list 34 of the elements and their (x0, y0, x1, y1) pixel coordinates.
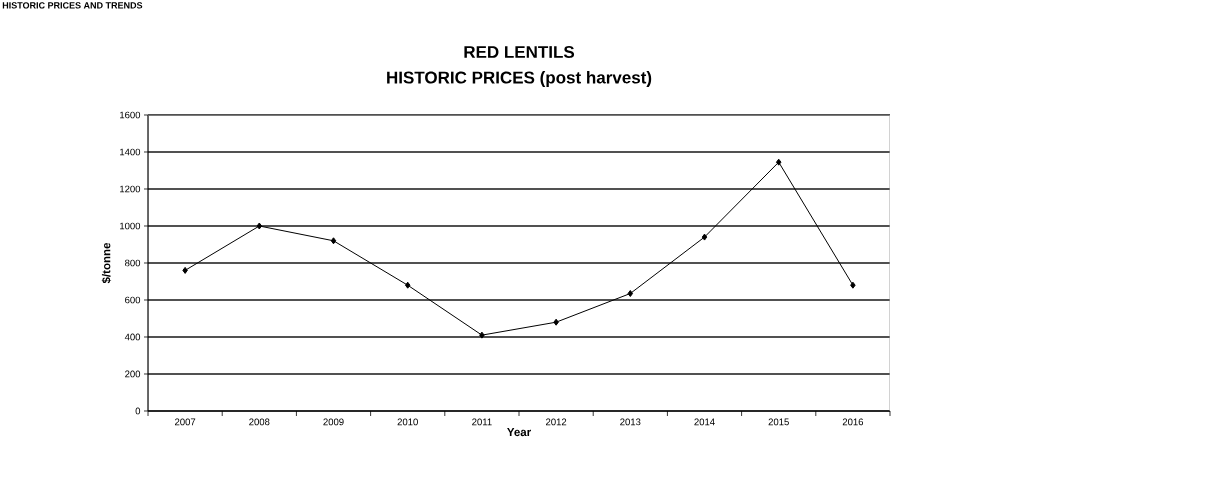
x-tick-label: 2012 (546, 418, 567, 426)
y-tick-label: 1000 (120, 222, 141, 230)
point (256, 222, 263, 230)
x-tick-label: 2015 (768, 418, 789, 426)
point (775, 158, 782, 166)
y-tick-label: 600 (125, 296, 141, 304)
point (850, 281, 856, 289)
y-tick-label: 400 (124, 333, 141, 341)
y-tick-label: 1600 (120, 111, 141, 119)
point (330, 237, 337, 245)
y-axis-title: $/tonne (101, 242, 112, 284)
x-tick-label: 2009 (323, 418, 344, 426)
text: HISTORIC PRICES AND TRENDS (2, 2, 143, 9)
x-tick-label: 2011 (472, 418, 492, 426)
point (701, 233, 708, 241)
x-tick-label: 2014 (694, 418, 715, 426)
y-tick-label: 1200 (120, 185, 141, 193)
x-tick-label: 2016 (842, 418, 864, 426)
x-axis-title: Year (507, 428, 531, 437)
y-tick-label: 1400 (120, 148, 141, 156)
y-tick-label: 800 (125, 259, 141, 267)
point (627, 290, 634, 298)
x-tick-label: 2008 (249, 418, 270, 426)
point (479, 331, 485, 339)
point (553, 318, 559, 326)
x-tick-label: 2010 (397, 418, 418, 426)
point (182, 266, 188, 274)
chart-title: RED LENTILS (464, 45, 575, 59)
y-tick-label: 0 (135, 407, 141, 415)
chart-subtitle: HISTORIC PRICES (post harvest) (387, 71, 652, 87)
x-tick-label: 2013 (620, 418, 641, 426)
point (404, 281, 411, 289)
y-tick-label: 200 (125, 370, 141, 378)
x-tick-label: 2007 (175, 418, 196, 426)
